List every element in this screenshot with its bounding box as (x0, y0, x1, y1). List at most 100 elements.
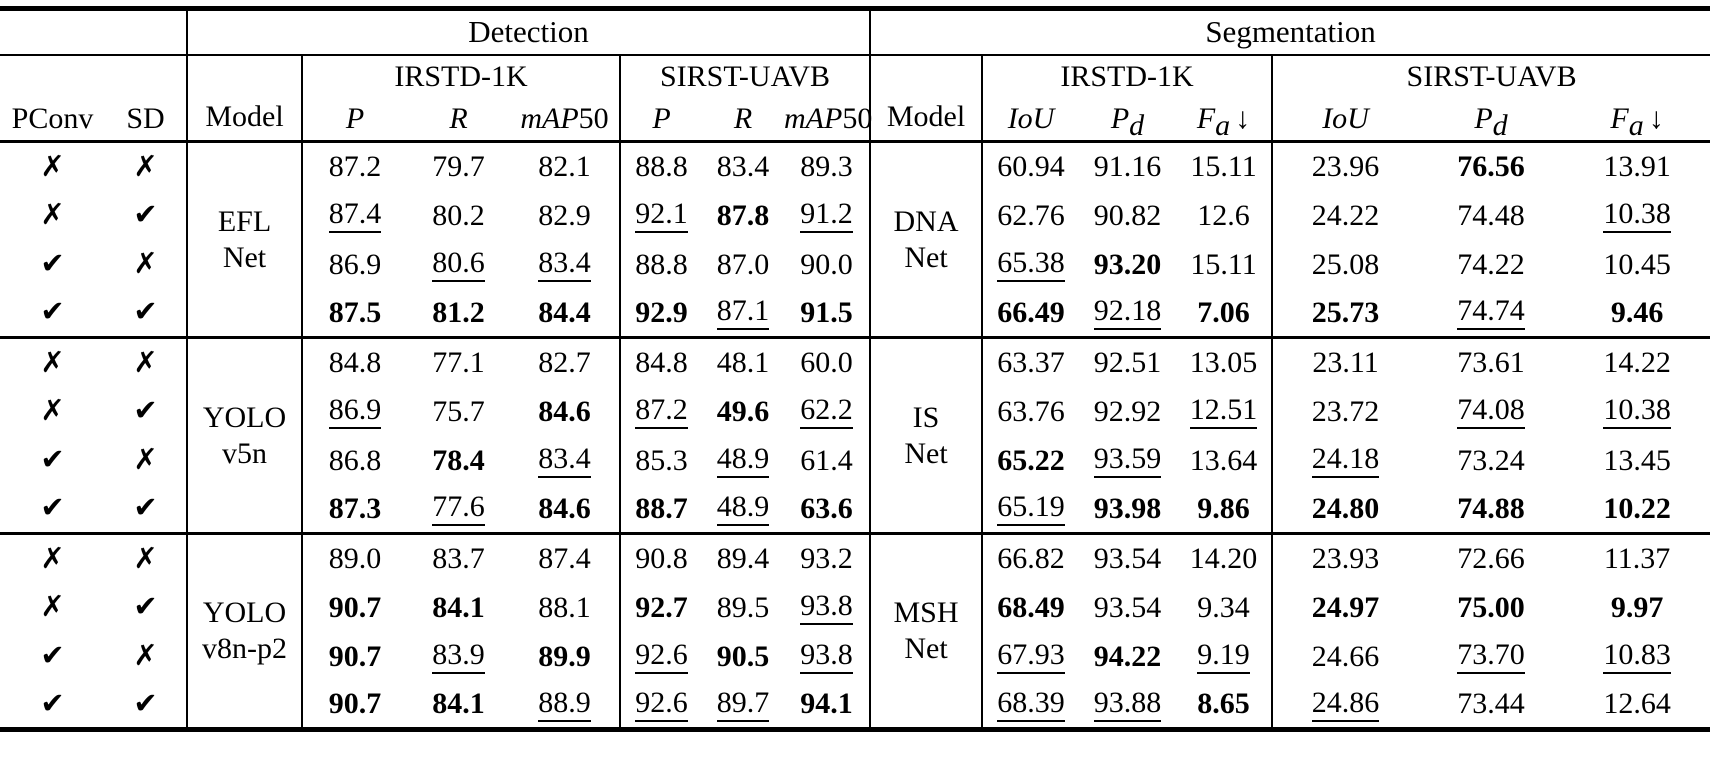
metric-value-cell: 60.0 (784, 336, 872, 387)
metric-value-cell: 74.88 (1418, 485, 1564, 534)
metric-value-cell: 92.18 (1079, 289, 1176, 338)
metric-value-cell: 90.7 (302, 583, 407, 632)
model-name-line: Net (904, 436, 948, 470)
table-body: ✗ ✗ EFL Net 87.2 79.7 82.1 88.8 83.4 89.3 DNA Net 60… (0, 141, 1710, 730)
metric-value: 90.7 (328, 687, 382, 721)
metric-value-cell: 24.18 (1272, 436, 1418, 485)
metric-value-cell: 48.9 (702, 485, 784, 534)
metric-value-cell: 89.4 (702, 532, 784, 583)
metric-value: 90.7 (328, 590, 382, 624)
metric-value-cell: 90.0 (784, 239, 872, 289)
metric-value: 89.7 (716, 687, 770, 722)
segmentation-model-name: IS Net (870, 336, 984, 534)
metric-value-cell: 10.38 (1564, 191, 1710, 240)
metric-value-cell: 87.4 (302, 191, 407, 240)
model-name-line: YOLO (202, 400, 287, 434)
metric-value: 23.11 (1312, 346, 1379, 380)
metric-value-cell: 87.4 (510, 532, 621, 583)
model-name-line: YOLO (202, 596, 287, 629)
metric-label: IoU (1322, 102, 1369, 136)
sd-check-icon: ✔ (105, 582, 188, 632)
metric-value-cell: 87.1 (702, 289, 784, 338)
metric-value: 74.74 (1457, 296, 1525, 331)
metric-value: 65.19 (997, 492, 1065, 527)
segmentation-model-name: MSH Net (870, 532, 984, 730)
metric-label: IoU (1007, 102, 1055, 136)
metric-value-cell: 74.74 (1418, 289, 1564, 338)
metric-value: 92.9 (635, 295, 688, 329)
metric-value-cell: 8.65 (1176, 680, 1274, 730)
sd-cross-icon: ✗ (105, 532, 188, 583)
metric-value-cell: 68.39 (982, 681, 1079, 730)
metric-value: 10.83 (1603, 640, 1671, 674)
metric-label: mAP (784, 102, 843, 136)
metric-value: 23.72 (1311, 394, 1380, 428)
metric-value-cell: 24.80 (1272, 485, 1418, 534)
metric-value-cell: 84.1 (407, 583, 510, 632)
metric-value-cell: 62.76 (982, 191, 1079, 240)
metric-value: 92.18 (1093, 296, 1162, 331)
metric-value-cell: 23.96 (1272, 142, 1418, 191)
table-row: ✔ ✗ 90.7 83.9 89.9 92.6 90.5 93.8 67.93 94.22 9.19… (0, 631, 1710, 681)
metric-value-cell: 84.6 (510, 484, 621, 534)
metric-value-cell: 93.20 (1079, 240, 1176, 289)
task-header-row: Detection Segmentation (0, 8, 1710, 56)
metric-value: 13.64 (1189, 443, 1258, 477)
sd-cross-icon: ✗ (105, 631, 188, 681)
metric-value: 66.49 (997, 295, 1065, 329)
metric-value: 82.1 (538, 150, 591, 184)
metric-value-cell: 60.94 (982, 142, 1079, 191)
metric-value: 63.76 (997, 394, 1065, 428)
sd-check-icon: ✔ (105, 484, 188, 534)
det2-map50-header: mAP50 (784, 97, 872, 143)
metric-value-cell: 48.1 (702, 336, 784, 387)
metric-value-cell: 65.19 (982, 485, 1079, 534)
metric-value: 24.18 (1311, 444, 1380, 478)
metric-value-cell: 9.34 (1176, 582, 1274, 632)
metric-value-cell: 93.54 (1079, 583, 1176, 632)
metric-label: mAP (520, 102, 579, 136)
metric-value-cell: 25.08 (1272, 240, 1418, 289)
metric-value: 82.7 (538, 346, 591, 380)
metric-value: 11.37 (1603, 542, 1671, 576)
segmentation-irstd1k-header: IRSTD-1K (982, 54, 1274, 98)
metric-value-cell: 88.8 (620, 240, 702, 289)
detection-section-header: Detection (187, 8, 872, 56)
metric-value-cell: 13.45 (1564, 436, 1710, 485)
metric-label-suffix: 50 (578, 102, 609, 136)
metric-value-cell: 9.97 (1564, 583, 1710, 632)
metric-value-cell: 63.76 (982, 387, 1079, 436)
seg2-iou-header: IoU (1272, 97, 1419, 143)
metric-value: 88.9 (538, 687, 591, 722)
metric-value-cell: 93.54 (1079, 532, 1177, 583)
metric-value: 84.1 (432, 590, 485, 624)
metric-value-cell: 13.64 (1176, 435, 1274, 485)
metric-value-cell: 73.24 (1418, 436, 1564, 485)
metric-value: 85.3 (635, 443, 688, 477)
metric-value-cell: 73.61 (1418, 336, 1565, 387)
metric-value: 92.6 (635, 640, 688, 674)
metric-value: 87.8 (716, 198, 770, 232)
metric-value: 92.51 (1093, 346, 1162, 380)
pconv-column-header: PConv (0, 97, 105, 143)
detection-model-name: EFL Net (187, 141, 303, 338)
metric-label: P (345, 102, 365, 136)
metric-value: 94.22 (1093, 639, 1162, 673)
table-row: ✗ ✔ 87.4 80.2 82.9 92.1 87.8 91.2 62.76 90.82 12.6… (0, 190, 1710, 240)
metric-value-cell: 87.0 (702, 240, 784, 289)
pconv-check-icon: ✔ (40, 246, 65, 281)
metric-value: 10.22 (1603, 491, 1671, 525)
corner-spacer (0, 8, 188, 56)
metric-value: 84.6 (538, 394, 591, 428)
metric-value-cell: 89.7 (702, 681, 784, 730)
metric-value: 25.08 (1311, 247, 1380, 281)
metric-value: 68.49 (997, 590, 1065, 624)
metric-value: 10.38 (1603, 199, 1671, 233)
metric-value: 61.4 (800, 443, 853, 477)
metric-value: 8.65 (1197, 687, 1250, 721)
metric-value: 63.6 (800, 491, 853, 525)
metric-value: 92.92 (1093, 394, 1162, 428)
metric-value: 80.6 (432, 248, 485, 282)
model-name-line: Net (222, 240, 267, 274)
metric-value-cell: 87.3 (302, 485, 407, 534)
